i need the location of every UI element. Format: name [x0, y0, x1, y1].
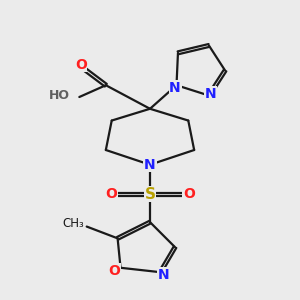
- Text: N: N: [169, 81, 181, 94]
- Text: S: S: [145, 187, 155, 202]
- Text: O: O: [108, 264, 120, 278]
- Text: N: N: [158, 268, 169, 282]
- Text: HO: HO: [49, 89, 70, 102]
- Text: O: O: [75, 58, 87, 72]
- Text: O: O: [183, 187, 195, 201]
- Text: O: O: [105, 187, 117, 201]
- Text: CH₃: CH₃: [62, 217, 84, 230]
- Text: N: N: [144, 158, 156, 172]
- Text: N: N: [205, 87, 216, 101]
